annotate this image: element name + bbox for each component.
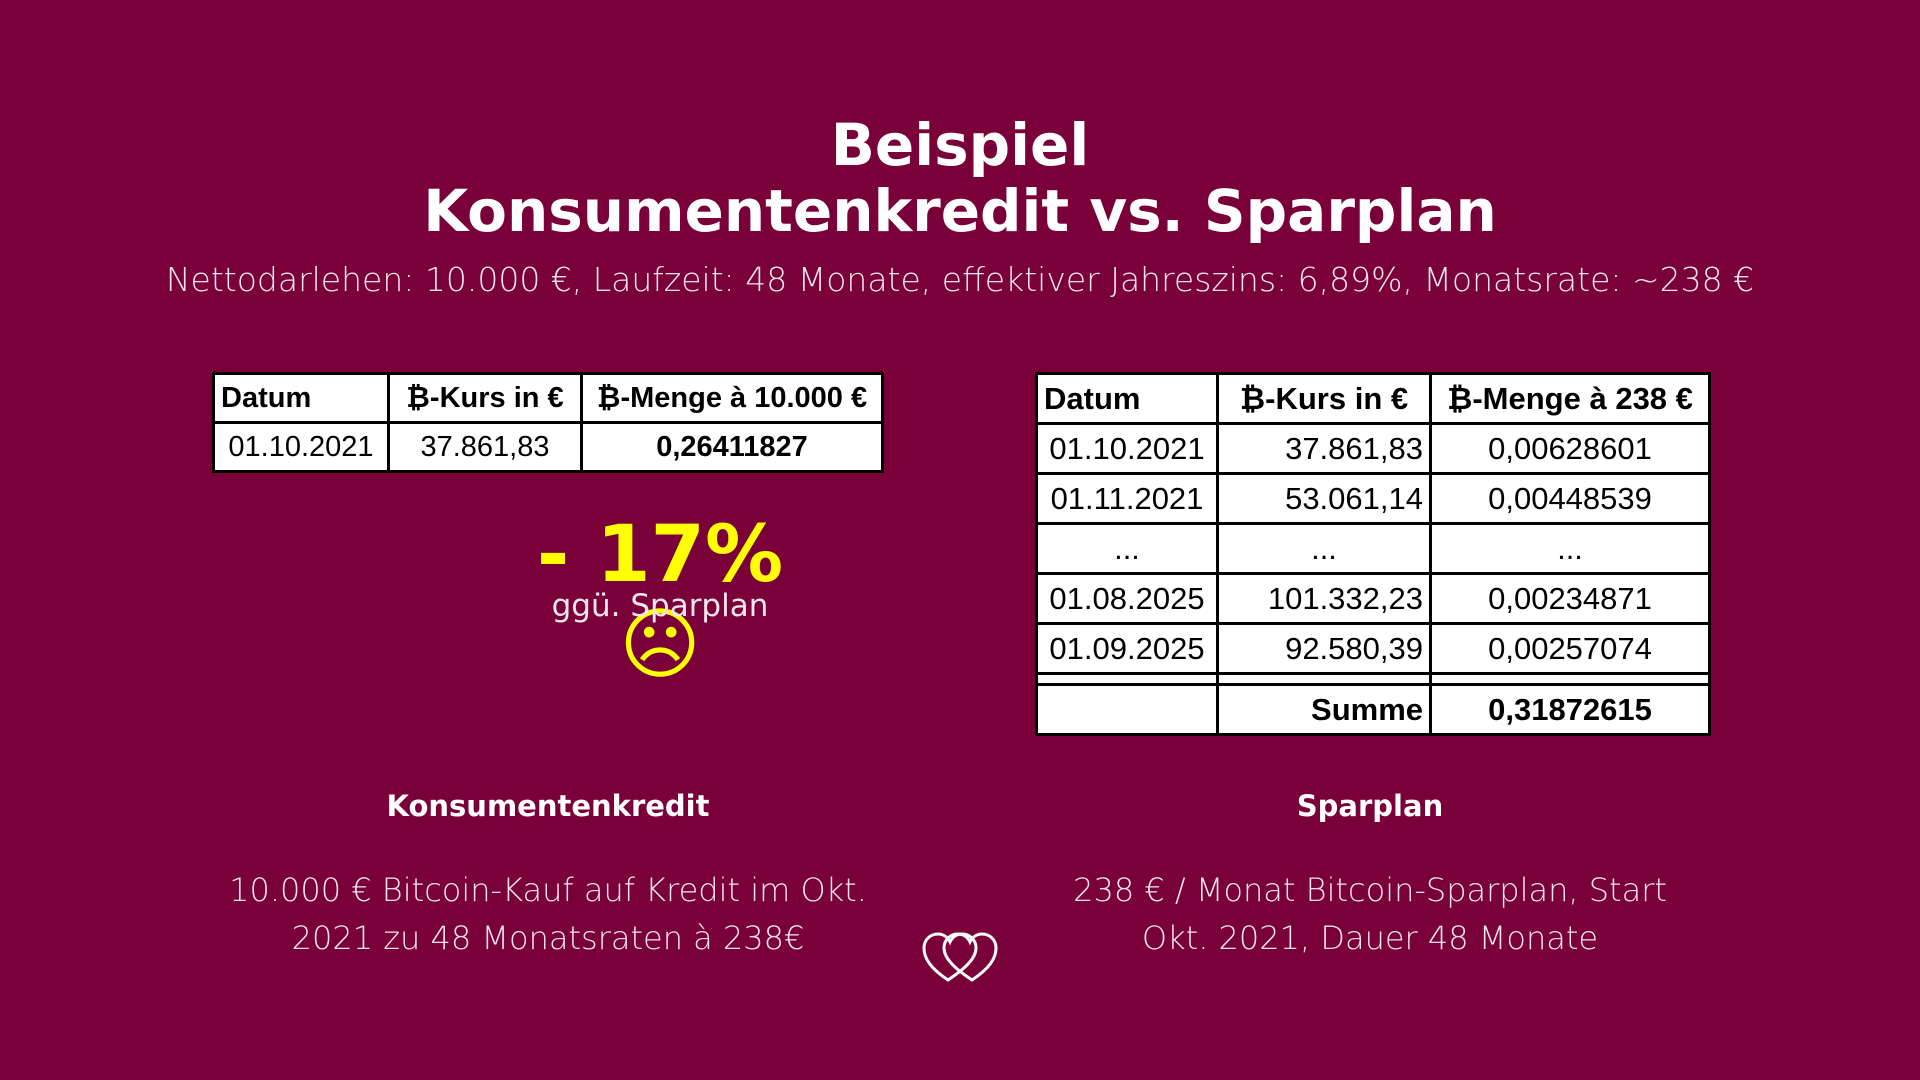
cell-kurs: 92.580,39 xyxy=(1216,622,1432,675)
header-menge: ₿-Menge à 10.000 € xyxy=(580,372,884,424)
cell-kurs: 37.861,83 xyxy=(387,421,583,473)
cell-datum: 01.10.2021 xyxy=(1035,422,1219,475)
cell-menge: ... xyxy=(1429,522,1711,575)
table-sum-row: Summe 0,31872615 xyxy=(1035,683,1711,736)
cell-kurs: 53.061,14 xyxy=(1216,472,1432,525)
cell-datum: 01.11.2021 xyxy=(1035,472,1219,525)
spacer-cell xyxy=(1429,672,1711,686)
difference-percentage: - 17% ☹ xyxy=(536,510,784,690)
slide-subtitle: Nettodarlehen: 10.000 €, Laufzeit: 48 Mo… xyxy=(165,260,1755,299)
credit-table: Datum ₿-Kurs in € ₿-Menge à 10.000 € 01.… xyxy=(212,372,884,473)
title-line-2: Konsumentenkredit vs. Sparplan xyxy=(423,177,1497,245)
header-datum: Datum xyxy=(1035,372,1219,425)
spacer-cell xyxy=(1216,672,1432,686)
cell-menge: 0,00448539 xyxy=(1429,472,1711,525)
table-row: 01.10.2021 37.861,83 0,00628601 xyxy=(1035,422,1711,475)
table-row: 01.10.2021 37.861,83 0,26411827 xyxy=(212,421,884,473)
table-row: 01.09.2025 92.580,39 0,00257074 xyxy=(1035,622,1711,675)
table-row: 01.11.2021 53.061,14 0,00448539 xyxy=(1035,472,1711,525)
difference-caption: ggü. Sparplan xyxy=(551,588,769,624)
cell-kurs: 101.332,23 xyxy=(1216,572,1432,625)
cell-kurs: 37.861,83 xyxy=(1216,422,1432,475)
sum-value: 0,31872615 xyxy=(1429,683,1711,736)
title-line-1: Beispiel xyxy=(830,111,1090,179)
intertwined-hearts-icon xyxy=(920,930,1000,986)
credit-description: 10.000 € Bitcoin-Kauf auf Kredit im Okt.… xyxy=(198,866,898,962)
credit-heading: Konsumentenkredit xyxy=(386,789,710,823)
cell-datum: 01.09.2025 xyxy=(1035,622,1219,675)
header-kurs: ₿-Kurs in € xyxy=(1216,372,1432,425)
table-header-row: Datum ₿-Kurs in € ₿-Menge à 10.000 € xyxy=(212,372,884,424)
cell-menge: 0,26411827 xyxy=(580,421,884,473)
credit-description-line-2: 2021 zu 48 Monatsraten à 238€ xyxy=(291,919,805,957)
savings-plan-description: 238 € / Monat Bitcoin-Sparplan, Start Ok… xyxy=(1020,866,1720,962)
sum-empty-cell xyxy=(1035,683,1219,736)
table-spacer-row xyxy=(1035,672,1711,686)
savings-plan-heading: Sparplan xyxy=(1296,789,1444,823)
sum-label: Summe xyxy=(1216,683,1432,736)
cell-menge: 0,00234871 xyxy=(1429,572,1711,625)
savings-plan-description-line-2: Okt. 2021, Dauer 48 Monate xyxy=(1141,919,1599,957)
cell-datum: 01.10.2021 xyxy=(212,421,390,473)
table-row: 01.08.2025 101.332,23 0,00234871 xyxy=(1035,572,1711,625)
cell-menge: 0,00628601 xyxy=(1429,422,1711,475)
slide-title: Beispiel Konsumentenkredit vs. Sparplan xyxy=(0,112,1920,244)
spacer-cell xyxy=(1035,672,1219,686)
credit-description-line-1: 10.000 € Bitcoin-Kauf auf Kredit im Okt. xyxy=(229,871,867,909)
table-row: ... ... ... xyxy=(1035,522,1711,575)
header-kurs: ₿-Kurs in € xyxy=(387,372,583,424)
cell-datum: 01.08.2025 xyxy=(1035,572,1219,625)
cell-kurs: ... xyxy=(1216,522,1432,575)
cell-datum: ... xyxy=(1035,522,1219,575)
cell-menge: 0,00257074 xyxy=(1429,622,1711,675)
header-datum: Datum xyxy=(212,372,390,424)
header-menge: ₿-Menge à 238 € xyxy=(1429,372,1711,425)
savings-plan-table: Datum ₿-Kurs in € ₿-Menge à 238 € 01.10.… xyxy=(1035,372,1711,736)
savings-plan-description-line-1: 238 € / Monat Bitcoin-Sparplan, Start xyxy=(1073,871,1667,909)
table-header-row: Datum ₿-Kurs in € ₿-Menge à 238 € xyxy=(1035,372,1711,425)
